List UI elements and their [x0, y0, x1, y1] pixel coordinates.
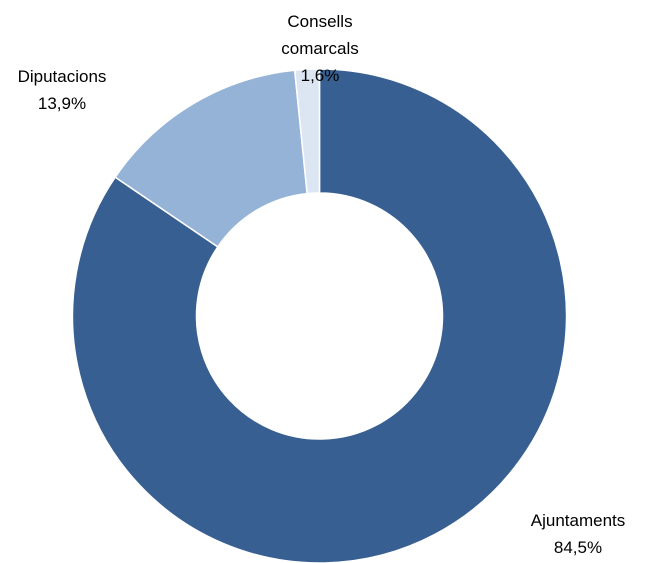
category-label: Ajuntaments: [530, 511, 626, 530]
data-label: Consells comarcals 1,6%: [275, 8, 365, 89]
category-label: Diputacions: [17, 67, 107, 86]
data-label: Diputacions 13,9%: [2, 63, 122, 117]
value-label: 84,5%: [553, 538, 603, 557]
category-label: Consells comarcals: [281, 12, 359, 58]
data-label: Ajuntaments 84,5%: [508, 507, 648, 561]
donut-segment: [293, 68, 321, 195]
donut-segment: [71, 68, 568, 563]
value-label: 13,9%: [37, 94, 87, 113]
value-label: 1,6%: [300, 66, 340, 85]
donut-segment: [114, 69, 308, 248]
